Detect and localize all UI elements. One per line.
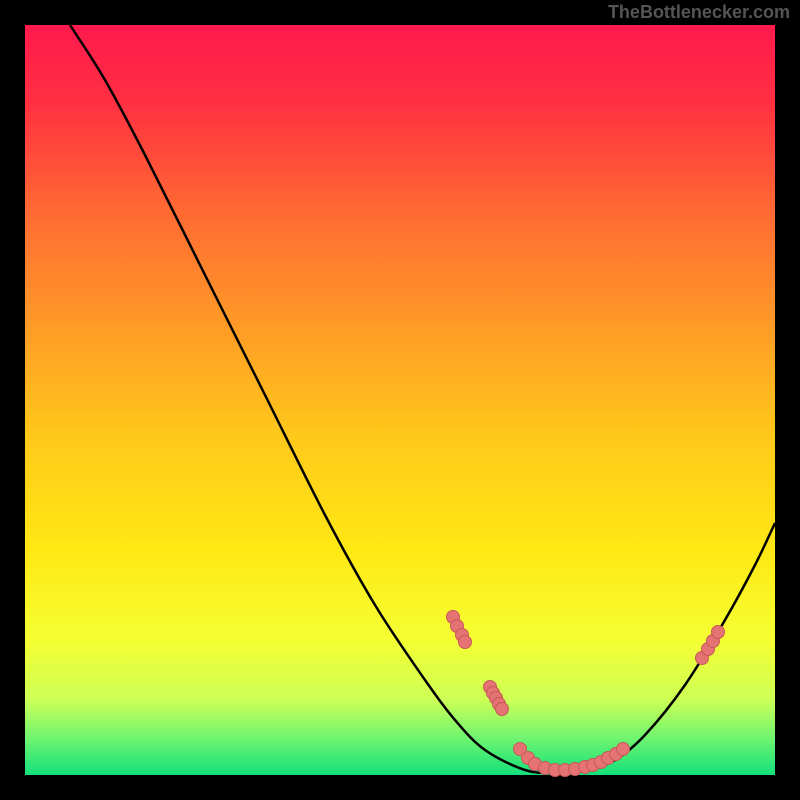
curve-layer <box>25 25 775 775</box>
data-point-marker <box>495 702 509 716</box>
watermark-text: TheBottlenecker.com <box>608 2 790 23</box>
data-point-marker <box>458 635 472 649</box>
data-point-marker <box>711 625 725 639</box>
bottleneck-curve <box>70 25 775 773</box>
data-point-marker <box>616 742 630 756</box>
